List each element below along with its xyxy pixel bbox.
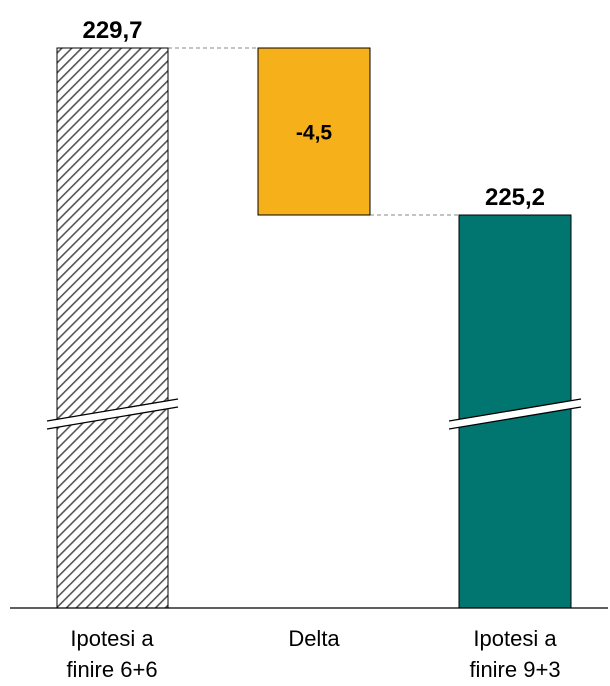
bar-delta (257, 47, 371, 216)
axis-break-line (448, 398, 582, 422)
axis-break-line (448, 406, 582, 430)
axis-break-line (46, 398, 179, 422)
axis-break-mark-start (46, 398, 179, 430)
axis-break-line (46, 406, 179, 430)
x-tick-label-end-line1: Ipotesi a (473, 626, 557, 651)
x-tick-label-start-line1: Ipotesi a (70, 626, 154, 651)
bar-ipotesi-6-6 (56, 47, 169, 609)
x-tick-label-end-line2: finire 9+3 (469, 657, 560, 682)
axis-break-gap (47, 399, 178, 429)
value-label-delta: -4,5 (296, 122, 333, 145)
x-tick-label-start-line2: finire 6+6 (66, 657, 157, 682)
value-label-end: 225,2 (485, 184, 545, 211)
x-tick-label-delta: Delta (288, 626, 340, 651)
axis-break-gap (449, 399, 581, 429)
value-label-start: 229,7 (82, 17, 142, 44)
axis-break-mark-end (448, 398, 582, 430)
